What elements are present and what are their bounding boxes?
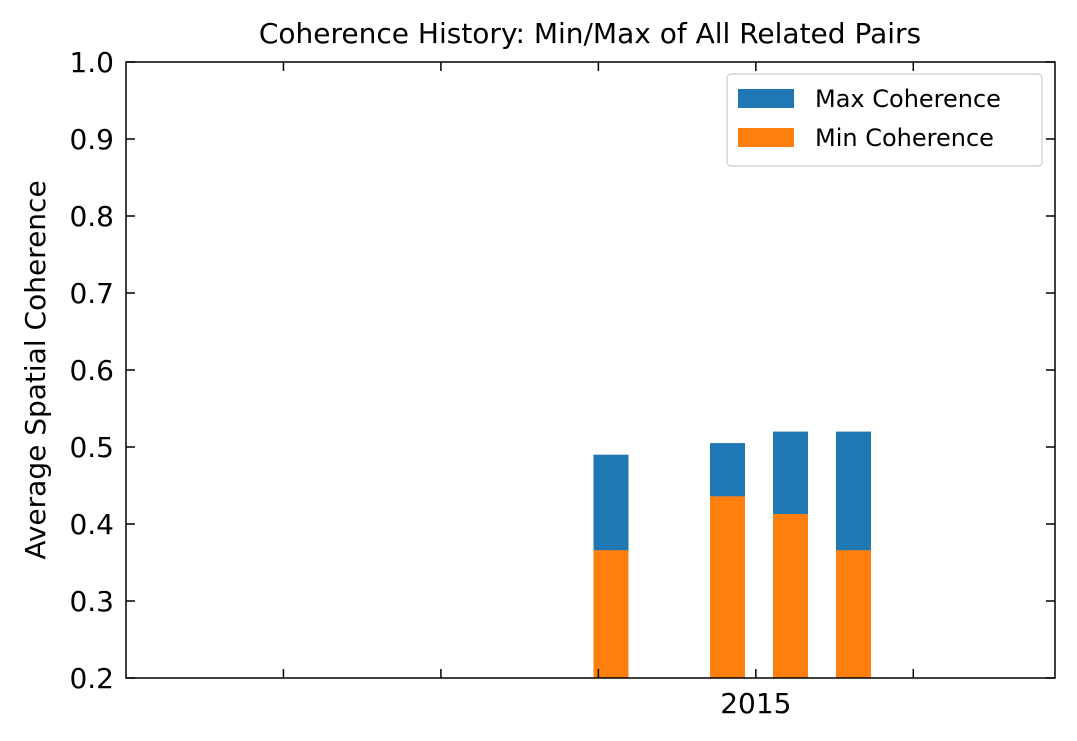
legend-label-max: Max Coherence: [815, 85, 1001, 113]
legend-swatch-min: [738, 128, 794, 147]
x-tick-label-3: 2015: [720, 687, 791, 720]
y-tick-label-2: 0.4: [69, 508, 114, 541]
legend: Max Coherence Min Coherence: [726, 73, 1043, 167]
bars-layer: [593, 431, 871, 678]
bar-min-3: [836, 550, 871, 678]
y-tick-label-6: 0.8: [69, 200, 114, 233]
chart-title: Coherence History: Min/Max of All Relate…: [259, 17, 921, 50]
legend-swatch-max: [738, 89, 794, 108]
y-tick-label-8: 1.0: [69, 46, 114, 79]
y-tick-label-0: 0.2: [69, 662, 114, 695]
y-tick-label-3: 0.5: [69, 431, 114, 464]
legend-label-min: Min Coherence: [815, 124, 994, 152]
legend-box: [726, 73, 1043, 167]
bar-min-2: [773, 514, 808, 678]
y-tick-label-7: 0.9: [69, 123, 114, 156]
y-tick-label-5: 0.7: [69, 277, 114, 310]
ticks-layer: 0.2 0.3 0.4 0.5 0.6 0.7 0.8 0.9 1.0 2015: [69, 46, 1055, 720]
plot-frame: [125, 61, 1056, 679]
bar-min-1: [710, 496, 745, 678]
y-axis-label: Average Spatial Coherence: [19, 180, 52, 559]
bar-min-0: [593, 550, 629, 678]
y-tick-label-4: 0.6: [69, 354, 114, 387]
y-tick-label-1: 0.3: [69, 585, 114, 618]
